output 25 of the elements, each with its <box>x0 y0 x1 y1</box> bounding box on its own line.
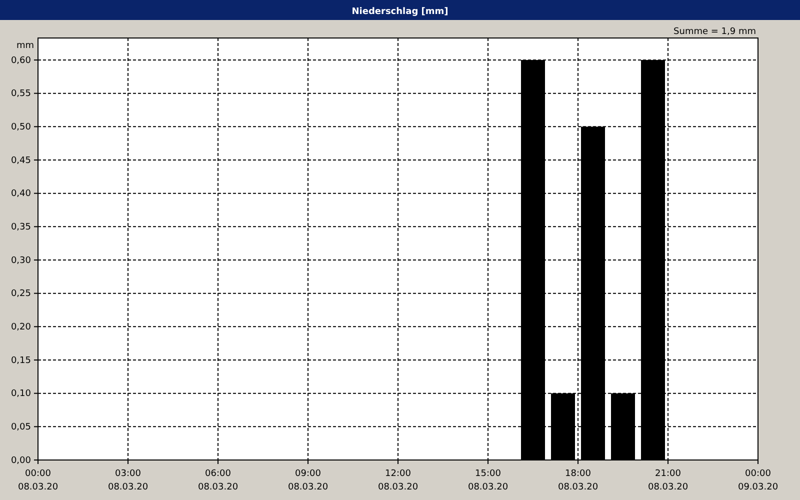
chart-title: Niederschlag [mm] <box>352 7 448 17</box>
y-tick-label: 0,60 <box>10 56 32 66</box>
x-tick-label: 00:00 09.03.20 <box>738 469 778 492</box>
y-tick-label: 0,20 <box>10 322 32 333</box>
x-tick-label: 00:00 08.03.20 <box>18 469 58 492</box>
y-tick-label: 0,30 <box>10 256 32 266</box>
y-tick-label: 0,40 <box>10 189 32 200</box>
y-tick-label: 0,55 <box>10 89 31 100</box>
x-tick-label: 09:00 08.03.20 <box>288 469 328 492</box>
y-tick-label: 0,45 <box>10 156 31 166</box>
x-tick-label: 15:00 08.03.20 <box>468 469 508 492</box>
y-axis-title: mm <box>16 41 34 51</box>
y-tick-label: 0,25 <box>10 289 31 300</box>
y-tick-label: 0,35 <box>10 222 31 233</box>
x-tick-label: 12:00 08.03.20 <box>378 469 418 492</box>
x-tick-label: 18:00 08.03.20 <box>558 469 598 492</box>
y-tick-label: 0,00 <box>10 456 32 466</box>
y-tick-label: 0,50 <box>10 122 32 133</box>
y-tick-label: 0,15 <box>10 356 31 366</box>
x-tick-label: 21:00 08.03.20 <box>648 469 688 492</box>
y-tick-label: 0,10 <box>10 389 32 400</box>
text: Summe = 1,9 mm <box>674 27 756 37</box>
x-tick-label: 06:00 08.03.20 <box>198 469 238 492</box>
y-tick-label: 0,05 <box>10 422 31 433</box>
x-tick-label: 03:00 08.03.20 <box>108 469 148 492</box>
